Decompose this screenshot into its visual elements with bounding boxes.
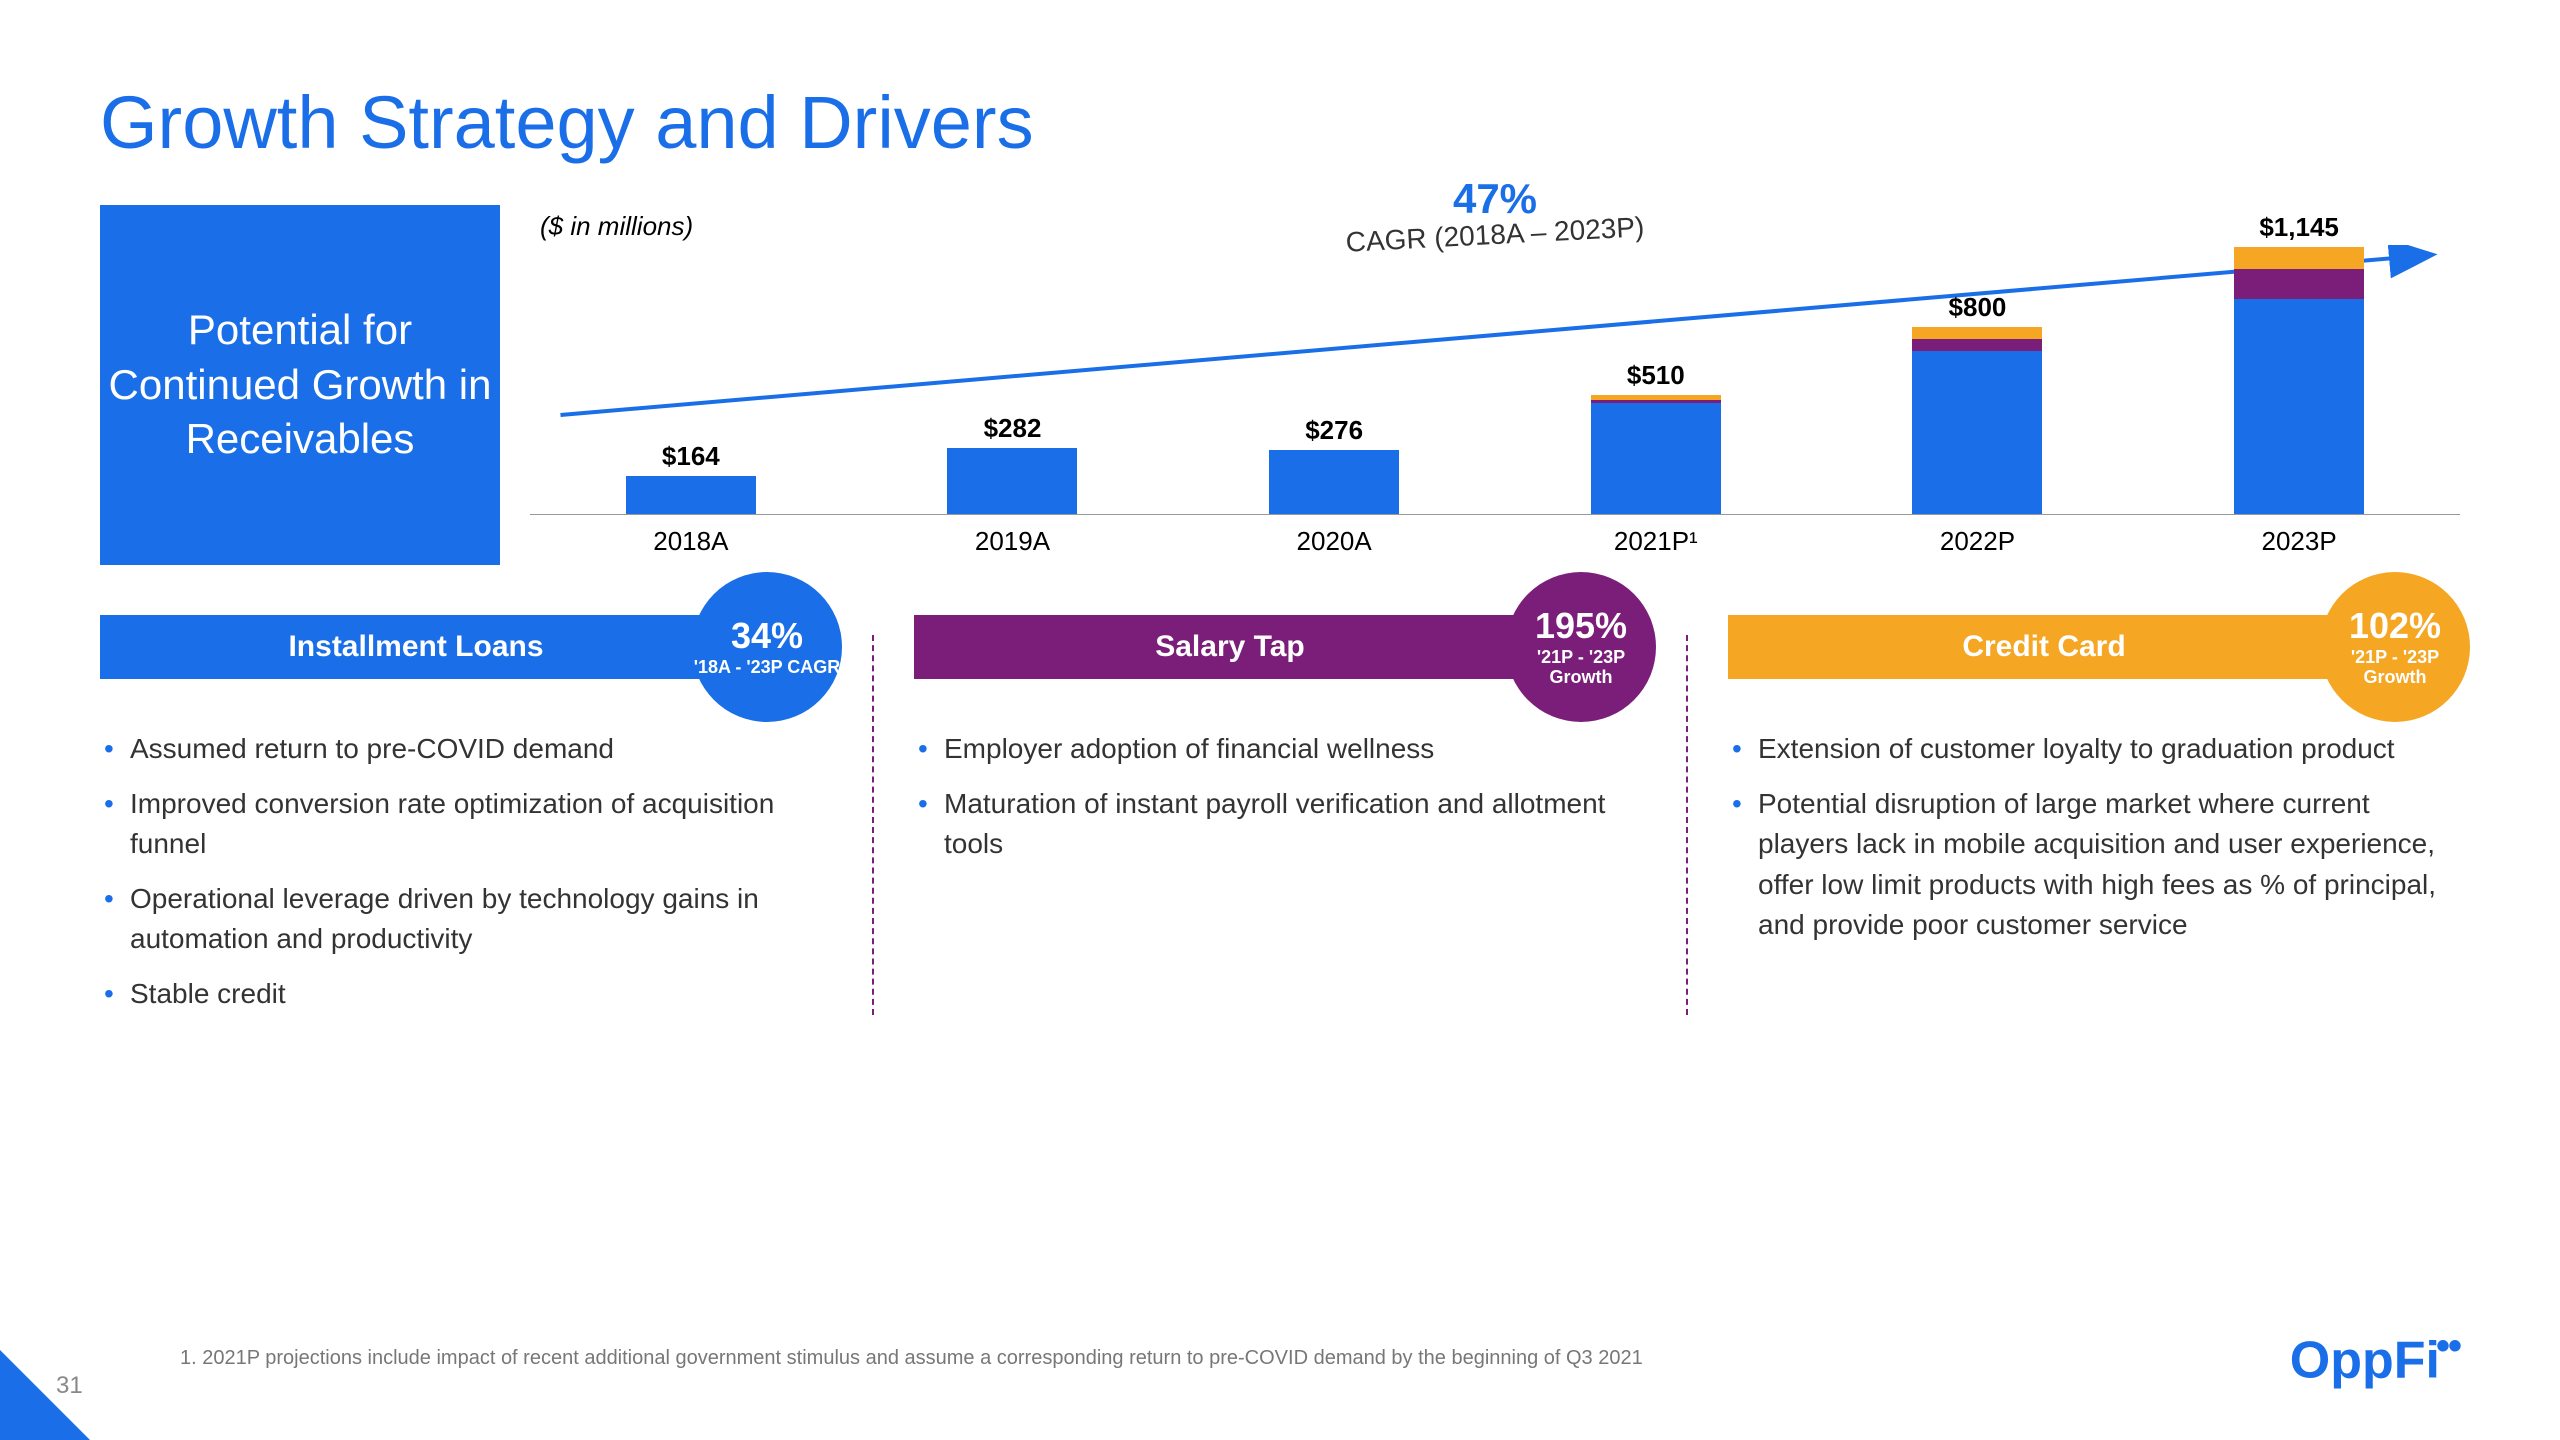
logo-dots: •• [2436,1324,2460,1368]
bar-value-label: $276 [1305,415,1363,446]
top-section: Potential for Continued Growth in Receiv… [100,205,2460,565]
segment-bullets: Employer adoption of financial wellness M… [914,729,1646,865]
bar-segment [1912,339,2042,351]
bar-stack [947,448,1077,514]
receivables-chart: ($ in millions) 47% CAGR (2018A – 2023P)… [530,205,2460,565]
bullet-item: Operational leverage driven by technolog… [126,879,832,960]
bar-value-label: $282 [984,413,1042,444]
bar-segment [1912,327,2042,339]
bullet-item: Assumed return to pre-COVID demand [126,729,832,770]
bar-group: $1642018A [556,441,826,514]
bullet-item: Employer adoption of financial wellness [940,729,1646,770]
bullet-item: Potential disruption of large market whe… [1754,784,2460,946]
segment-column: Salary Tap195%'21P - '23P Growth Employer… [914,615,1646,1029]
segment-badge: 195%'21P - '23P Growth [1506,572,1656,722]
badge-sub: '18A - '23P CAGR [694,658,841,678]
segment-header: Salary Tap195%'21P - '23P Growth [914,615,1646,679]
bar-group: $2762020A [1199,415,1469,514]
receivables-box: Potential for Continued Growth in Receiv… [100,205,500,565]
bar-value-label: $510 [1627,360,1685,391]
bar-segment [1912,351,2042,514]
badge-sub: '21P - '23P Growth [1506,648,1656,688]
bullet-item: Maturation of instant payroll verificati… [940,784,1646,865]
bar-segment [947,448,1077,514]
segment-column: Credit Card102%'21P - '23P Growth Extensi… [1728,615,2460,1029]
bar-segment [1591,403,1721,514]
segment-bullets: Assumed return to pre-COVID demand Improv… [100,729,832,1015]
segment-badge: 102%'21P - '23P Growth [2320,572,2470,722]
bar-category-label: 2023P [2029,526,2560,557]
bar-segment [2234,269,2364,299]
bar-segment [626,476,756,514]
bullet-item: Stable credit [126,974,832,1015]
bar-value-label: $800 [1949,292,2007,323]
footnote: 1. 2021P projections include impact of r… [180,1347,1643,1370]
segment-header: Credit Card102%'21P - '23P Growth [1728,615,2460,679]
segment-header: Installment Loans34%'18A - '23P CAGR [100,615,832,679]
brand-logo: OppFi•• [2290,1324,2460,1390]
bar-stack [1269,450,1399,514]
badge-pct: 102% [2349,606,2441,646]
bar-segment [2234,247,2364,269]
bullet-item: Extension of customer loyalty to graduat… [1754,729,2460,770]
corner-accent [0,1350,90,1440]
badge-pct: 195% [1535,606,1627,646]
segment-divider [872,635,874,1015]
bar-group: $1,1452023P [2164,212,2434,514]
slide-title: Growth Strategy and Drivers [100,80,2460,165]
bar-value-label: $164 [662,441,720,472]
bar-stack [1912,327,2042,514]
segment-divider [1686,635,1688,1015]
bar-group: $5102021P¹ [1521,360,1791,514]
segment-bullets: Extension of customer loyalty to graduat… [1728,729,2460,946]
badge-sub: '21P - '23P Growth [2320,648,2470,688]
segments-row: Installment Loans34%'18A - '23P CAGR Assu… [100,615,2460,1029]
bullet-item: Improved conversion rate optimization of… [126,784,832,865]
logo-text: OppFi [2290,1331,2440,1389]
segment-column: Installment Loans34%'18A - '23P CAGR Assu… [100,615,832,1029]
bar-group: $2822019A [877,413,1147,514]
bar-segment [1269,450,1399,514]
bar-stack [1591,395,1721,514]
bar-rail: $1642018A $2822019A $2762020A $5102021P¹ $80… [530,235,2460,515]
segment-badge: 34%'18A - '23P CAGR [692,572,842,722]
bar-segment [2234,299,2364,514]
badge-pct: 34% [731,616,803,656]
bar-group: $8002022P [1842,292,2112,514]
bar-value-label: $1,145 [2259,212,2339,243]
bar-stack [626,476,756,514]
bar-stack [2234,247,2364,514]
